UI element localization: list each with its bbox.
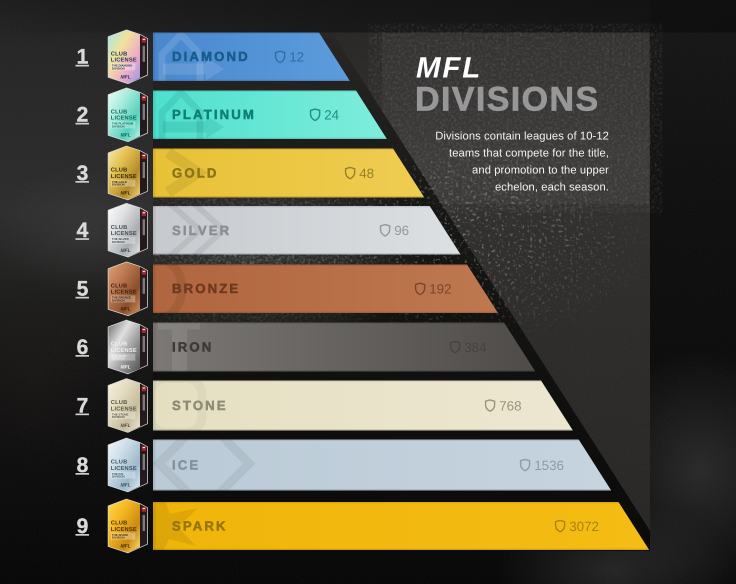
svg-text:DIVISION: DIVISION — [112, 415, 125, 419]
svg-text:24: 24 — [324, 108, 339, 123]
svg-text:MFL: MFL — [121, 74, 131, 80]
svg-text:DIVISIONS: DIVISIONS — [415, 81, 600, 119]
svg-text:96: 96 — [394, 223, 409, 238]
svg-text:CLUB: CLUB — [111, 283, 128, 289]
svg-text:12: 12 — [289, 50, 304, 65]
svg-text:THE SPARK: THE SPARK — [112, 533, 129, 537]
svg-text:THE STONE: THE STONE — [112, 412, 129, 416]
svg-text:MFL: MFL — [121, 191, 131, 197]
svg-text:LICENSE: LICENSE — [111, 406, 137, 412]
svg-text:DIAMOND: DIAMOND — [172, 49, 250, 64]
svg-text:MFL: MFL — [121, 306, 131, 312]
svg-text:CLUB: CLUB — [111, 51, 128, 57]
svg-text:SILVER: SILVER — [172, 223, 231, 238]
svg-text:48: 48 — [359, 166, 374, 181]
svg-text:7: 7 — [77, 394, 89, 417]
svg-text:and promotion to the upper: and promotion to the upper — [472, 164, 609, 176]
svg-text:1: 1 — [77, 46, 89, 69]
svg-text:CLUB: CLUB — [111, 109, 128, 115]
svg-text:CLUB: CLUB — [111, 521, 128, 527]
svg-text:ICE: ICE — [172, 458, 200, 473]
svg-text:teams that compete for the tit: teams that compete for the title, — [449, 147, 609, 159]
svg-text:THE ICE: THE ICE — [112, 472, 123, 476]
svg-text:THE IRON: THE IRON — [112, 354, 126, 358]
svg-text:CLUB: CLUB — [111, 168, 128, 174]
svg-text:6: 6 — [77, 336, 89, 359]
svg-text:DIVISION: DIVISION — [112, 124, 125, 128]
svg-text:DIVISION: DIVISION — [112, 183, 125, 187]
svg-text:MFL: MFL — [121, 483, 131, 489]
svg-text:GOLD: GOLD — [172, 166, 219, 181]
svg-text:DIVISION: DIVISION — [112, 240, 125, 244]
svg-text:DIVISION: DIVISION — [112, 298, 125, 302]
svg-text:MFL: MFL — [121, 423, 131, 429]
svg-text:3072: 3072 — [569, 519, 599, 534]
svg-text:SPARK: SPARK — [172, 519, 228, 534]
svg-text:MFL: MFL — [416, 52, 482, 85]
svg-text:LICENSE: LICENSE — [111, 174, 137, 180]
svg-text:THE SILVER: THE SILVER — [112, 237, 130, 241]
svg-text:MFL: MFL — [121, 248, 131, 254]
svg-text:CLUB: CLUB — [111, 400, 128, 406]
svg-text:3: 3 — [77, 162, 89, 185]
svg-text:MFL: MFL — [121, 132, 131, 138]
svg-text:THE DIAMOND: THE DIAMOND — [112, 64, 132, 68]
svg-text:STONE: STONE — [172, 398, 228, 413]
svg-text:LICENSE: LICENSE — [111, 348, 137, 354]
svg-text:LICENSE: LICENSE — [111, 58, 137, 64]
svg-text:LICENSE: LICENSE — [111, 527, 137, 533]
svg-text:DIVISION: DIVISION — [112, 357, 125, 361]
svg-text:LICENSE: LICENSE — [111, 466, 137, 472]
svg-text:THE PLATINUM: THE PLATINUM — [112, 122, 134, 126]
svg-text:IRON: IRON — [172, 340, 213, 355]
svg-text:1536: 1536 — [534, 458, 564, 473]
svg-text:MFL: MFL — [121, 544, 131, 550]
svg-text:DIVISION: DIVISION — [112, 536, 125, 540]
svg-text:echelon, each season.: echelon, each season. — [495, 181, 609, 193]
svg-text:LICENSE: LICENSE — [111, 116, 137, 122]
svg-text:8: 8 — [77, 454, 89, 477]
svg-text:MFL: MFL — [121, 365, 131, 371]
svg-text:LICENSE: LICENSE — [111, 231, 137, 237]
svg-text:BRONZE: BRONZE — [172, 281, 240, 296]
svg-text:Divisions contain leagues of 1: Divisions contain leagues of 10-12 — [435, 130, 609, 142]
svg-text:DIVISION: DIVISION — [112, 66, 125, 70]
svg-text:CLUB: CLUB — [111, 460, 128, 466]
svg-text:768: 768 — [499, 398, 521, 413]
svg-text:384: 384 — [464, 340, 487, 355]
svg-text:5: 5 — [77, 278, 89, 301]
svg-text:192: 192 — [429, 282, 451, 297]
svg-text:4: 4 — [77, 219, 89, 242]
svg-text:THE BRONZE: THE BRONZE — [112, 296, 131, 300]
svg-text:CLUB: CLUB — [111, 342, 128, 348]
svg-text:9: 9 — [77, 515, 89, 538]
svg-text:PLATINUM: PLATINUM — [172, 107, 256, 122]
svg-text:CLUB: CLUB — [111, 225, 128, 231]
svg-text:THE GOLD: THE GOLD — [112, 180, 127, 184]
svg-text:DIVISION: DIVISION — [112, 475, 125, 479]
svg-text:2: 2 — [77, 104, 89, 127]
svg-text:LICENSE: LICENSE — [111, 290, 137, 296]
